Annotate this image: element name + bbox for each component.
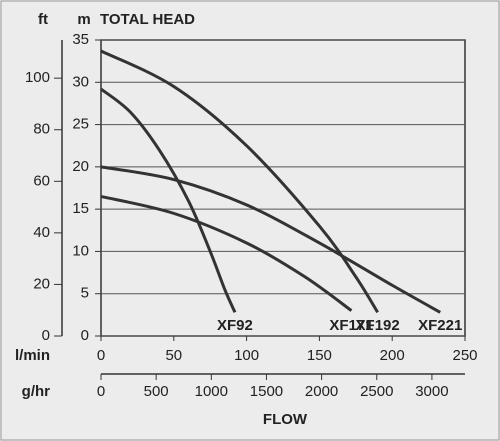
series-label: XF221: [418, 317, 462, 334]
y-tick-label: 30: [72, 73, 89, 90]
pump-curve: [100, 194, 353, 312]
y-tick-label: 0: [81, 327, 89, 344]
x2-tick-label: 1500: [250, 383, 283, 400]
x-tick-label: 50: [165, 347, 182, 364]
x-tick-label: 200: [380, 347, 405, 364]
x-tick-label: 150: [307, 347, 332, 364]
x2-tick-label: 0: [97, 383, 105, 400]
y-tick-label: 35: [72, 31, 89, 48]
y-label: m: [77, 11, 90, 28]
y2-tick-label: 40: [33, 224, 50, 241]
y-tick-label: 25: [72, 116, 89, 133]
pump-curve: [100, 87, 237, 313]
x-tick-label: 100: [234, 347, 259, 364]
series-label: XF192: [356, 317, 400, 334]
y-tick-label: 15: [72, 200, 89, 217]
y2-tick-label: 80: [33, 121, 50, 138]
x-tick-label: 250: [452, 347, 477, 364]
x-label: l/min: [15, 347, 50, 364]
pump-curve: [100, 165, 441, 314]
x2-tick-label: 1000: [195, 383, 228, 400]
x-tick-label: 0: [97, 347, 105, 364]
x2-tick-label: 500: [144, 383, 169, 400]
y2-tick-label: 20: [33, 275, 50, 292]
x2-tick-label: 2000: [305, 383, 338, 400]
series-label: XF92: [217, 317, 253, 334]
y2-tick-label: 60: [33, 172, 50, 189]
x2-tick-label: 3000: [415, 383, 448, 400]
x2-tick-label: 2500: [360, 383, 393, 400]
x2-label: g/hr: [22, 383, 50, 400]
y-tick-label: 10: [72, 242, 89, 259]
axis-title: FLOW: [263, 411, 308, 428]
y2-tick-label: 0: [42, 327, 50, 344]
series-label: XF171: [329, 317, 373, 334]
chart-title: TOTAL HEAD: [100, 11, 195, 28]
y2-label: ft: [38, 11, 48, 28]
y-tick-label: 5: [81, 285, 89, 302]
pump-curve: [100, 49, 379, 314]
y2-tick-label: 100: [25, 69, 50, 86]
y-tick-label: 20: [72, 158, 89, 175]
